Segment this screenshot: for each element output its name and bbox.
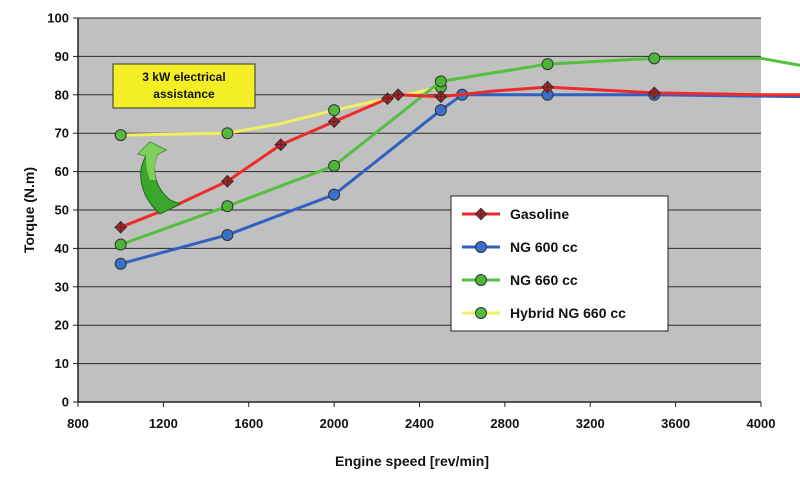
point-gasoline-2 [274,138,288,152]
y-tick-label-10: 10 [55,356,69,371]
y-tick-label-60: 60 [55,164,69,179]
annotation-line-1: 3 kW electrical [142,70,225,84]
point-gasoline-4 [381,92,394,106]
annotation-box: 3 kW electrical assistance [112,63,256,109]
point-ng-600-cc-3 [434,104,447,117]
point-ng-660-cc-1 [221,200,234,213]
point-gasoline-8 [647,86,661,100]
point-ng-660-cc-5 [648,52,661,65]
y-tick-label-80: 80 [55,87,69,102]
curved-arrow-icon [137,141,182,215]
x-tick-label-2800: 2800 [490,416,519,431]
series-gasoline [114,80,800,234]
series-line-hybrid-ng-660-cc [120,85,442,137]
legend-marker-hybrid-ng-660-cc [475,307,487,319]
x-tick-label-3600: 3600 [661,416,690,431]
point-ng-600-cc-0 [114,257,127,270]
point-hybrid-ng-660-cc-2 [328,104,341,117]
point-gasoline-0 [114,220,128,234]
legend: Gasoline NG 600 cc NG 660 cc Hybrid NG 660 … [450,195,669,332]
legend-item-ng-660-cc: NG 660 cc [462,272,578,288]
x-tick-label-800: 800 [67,416,89,431]
y-tick-label-40: 40 [55,241,69,256]
x-tick-label-2000: 2000 [320,416,349,431]
series-ng-660-cc [114,52,800,251]
y-tick-labels: 0 10 20 30 40 50 60 70 80 90 100 [47,11,78,410]
legend-marker-ng-660-cc [475,274,487,286]
legend-label-ng-660-cc: NG 660 cc [510,272,578,288]
y-tick-label-50: 50 [55,203,69,218]
x-tick-label-1600: 1600 [234,416,263,431]
y-tick-label-20: 20 [55,318,69,333]
x-axis-title: Engine speed [rev/min] [335,453,489,469]
legend-item-gasoline: Gasoline [462,206,569,222]
legend-label-gasoline: Gasoline [510,206,569,222]
point-ng-660-cc-0 [114,238,127,251]
y-tick-label-100: 100 [47,11,69,26]
x-tick-label-1200: 1200 [149,416,178,431]
point-ng-660-cc-3 [434,75,447,88]
point-gasoline-6 [434,90,448,104]
point-gasoline-7 [541,80,554,94]
point-hybrid-ng-660-cc-1 [221,127,234,140]
series-line-ng-660-cc [120,56,800,246]
legend-marker-gasoline [474,207,488,221]
x-tick-labels: 800 1200 1600 2000 2400 2800 3200 3600 4000 [67,402,775,431]
y-tick-label-70: 70 [55,126,69,141]
point-gasoline-1 [221,174,234,188]
legend-label-ng-600-cc: NG 600 cc [510,239,578,255]
point-gasoline-3 [327,115,341,129]
y-tick-label-0: 0 [62,395,69,410]
y-axis-title: Torque (N.m) [21,167,37,253]
legend-marker-ng-600-cc [475,241,487,253]
point-ng-660-cc-2 [328,159,341,172]
point-ng-600-cc-1 [221,228,234,241]
point-gasoline-5 [391,88,405,102]
y-tick-label-30: 30 [55,279,69,294]
point-ng-600-cc-2 [328,188,341,201]
annotation-line-2: assistance [153,87,215,101]
point-ng-660-cc-4 [541,58,554,71]
x-tick-label-3200: 3200 [576,416,605,431]
legend-item-ng-600-cc: NG 600 cc [462,239,578,255]
legend-label-hybrid-ng-660-cc: Hybrid NG 660 cc [510,305,626,321]
series-line-ng-600-cc [120,93,800,266]
x-tick-label-4000: 4000 [747,416,776,431]
x-tick-label-2400: 2400 [405,416,434,431]
y-tick-label-90: 90 [55,49,69,64]
legend-item-hybrid-ng-660-cc: Hybrid NG 660 cc [462,305,626,321]
series-group [114,52,800,270]
point-hybrid-ng-660-cc-0 [114,129,127,142]
